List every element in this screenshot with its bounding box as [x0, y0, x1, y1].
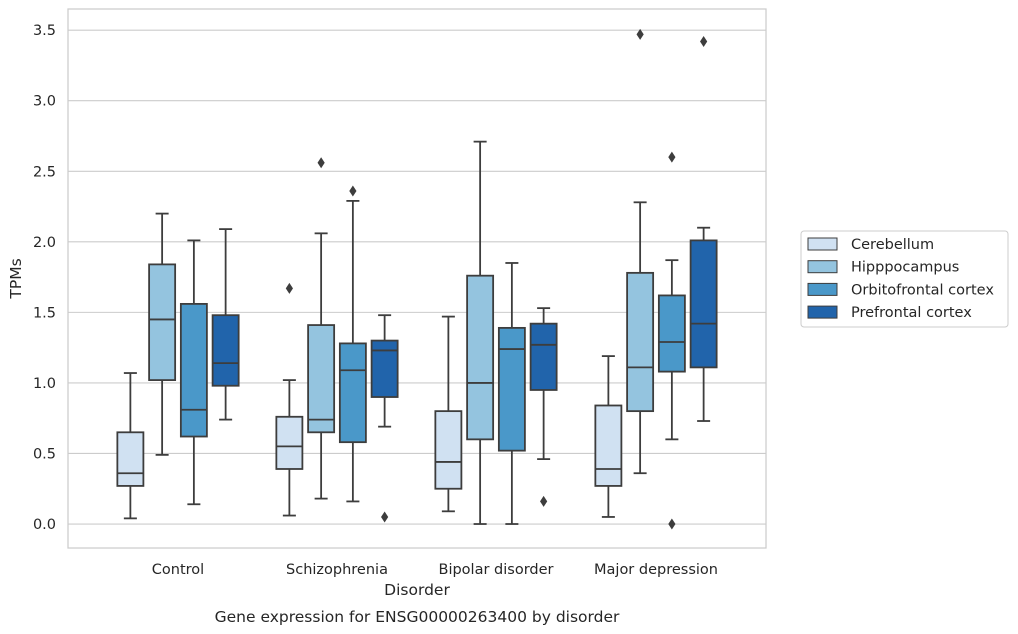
legend-swatch: [807, 305, 838, 319]
x-tick-label: Schizophrenia: [286, 562, 388, 578]
y-tick-label: 1.5: [33, 305, 56, 321]
outlier-point: [285, 282, 293, 294]
legend-swatch: [807, 260, 838, 274]
box: [338, 342, 367, 444]
chart-title: Gene expression for ENSG00000263400 by d…: [215, 608, 620, 626]
outlier-point: [317, 157, 325, 169]
plot-frame: [67, 8, 767, 549]
outlier-point: [381, 511, 389, 523]
y-axis-title: TPMs: [7, 258, 25, 299]
y-tick-label: 0.0: [33, 517, 56, 533]
y-tick-label: 3.0: [33, 94, 56, 110]
box-series: [116, 28, 718, 530]
x-tick-label: Bipolar disorder: [439, 562, 554, 578]
box: [307, 324, 336, 434]
box: [497, 326, 526, 452]
outlier-point: [668, 151, 676, 163]
y-tick-label: 1.0: [33, 376, 56, 392]
legend-label: Orbitofrontal cortex: [851, 282, 994, 298]
outlier-point: [700, 35, 708, 47]
y-tick-label: 2.0: [33, 235, 56, 251]
legend-frame: [800, 230, 1009, 328]
box: [370, 339, 399, 398]
box: [594, 404, 623, 487]
y-tick-label: 0.5: [33, 446, 56, 462]
box: [657, 294, 686, 373]
x-tick-label: Control: [152, 562, 204, 578]
outlier-point: [636, 28, 644, 40]
x-tick-label: Major depression: [594, 562, 718, 578]
legend-label: Cerebellum: [851, 237, 934, 253]
legend-label: Hipppocampus: [851, 260, 959, 276]
legend-label: Prefrontal cortex: [851, 305, 972, 321]
legend-swatch: [807, 237, 838, 251]
box: [275, 415, 304, 470]
box: [689, 239, 718, 369]
legend-swatch: [807, 282, 838, 296]
x-tick-labels: Control Schizophrenia Bipolar disorder Majo…: [152, 562, 718, 578]
y-tick-label: 3.5: [33, 23, 56, 39]
box: [529, 322, 558, 391]
box: [626, 271, 655, 413]
box: [148, 263, 177, 381]
x-axis-title: Disorder: [384, 581, 450, 599]
legend: Cerebellum Hipppocampus Orbitofrontal cort…: [800, 230, 1009, 328]
box: [116, 431, 145, 487]
outlier-point: [540, 495, 548, 507]
box: [211, 314, 240, 387]
y-tick-label: 2.5: [33, 164, 56, 180]
box: [434, 410, 463, 490]
box: [179, 302, 208, 438]
outlier-point: [668, 518, 676, 530]
y-tick-labels: 0.0 0.5 1.0 1.5 2.0 2.5 3.0 3.5: [33, 23, 56, 533]
box: [466, 274, 495, 441]
outlier-point: [349, 185, 357, 197]
